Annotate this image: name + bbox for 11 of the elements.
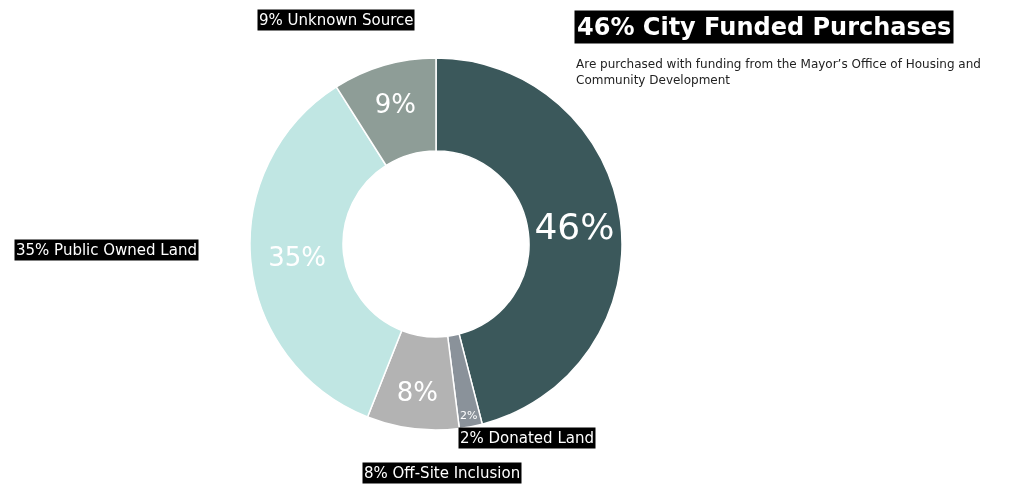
data-label: 9% [374, 89, 417, 120]
text: Are purchased with funding from the Mayor’s Office of Housing and Community Development [576, 57, 981, 87]
slice-label: 2% Donated Land [460, 429, 594, 447]
data-label: 46% [534, 206, 615, 248]
slice-label: 9% Unknown Source [259, 11, 414, 29]
slice-label: 8% Off-Site Inclusion [364, 464, 521, 482]
text: 46% City Funded Purchases [577, 13, 952, 41]
slice-label: 35% Public Owned Land [16, 241, 197, 259]
data-label: 8% [396, 376, 438, 407]
data-label: 2% [460, 409, 478, 423]
data-label: 35% [268, 242, 327, 273]
